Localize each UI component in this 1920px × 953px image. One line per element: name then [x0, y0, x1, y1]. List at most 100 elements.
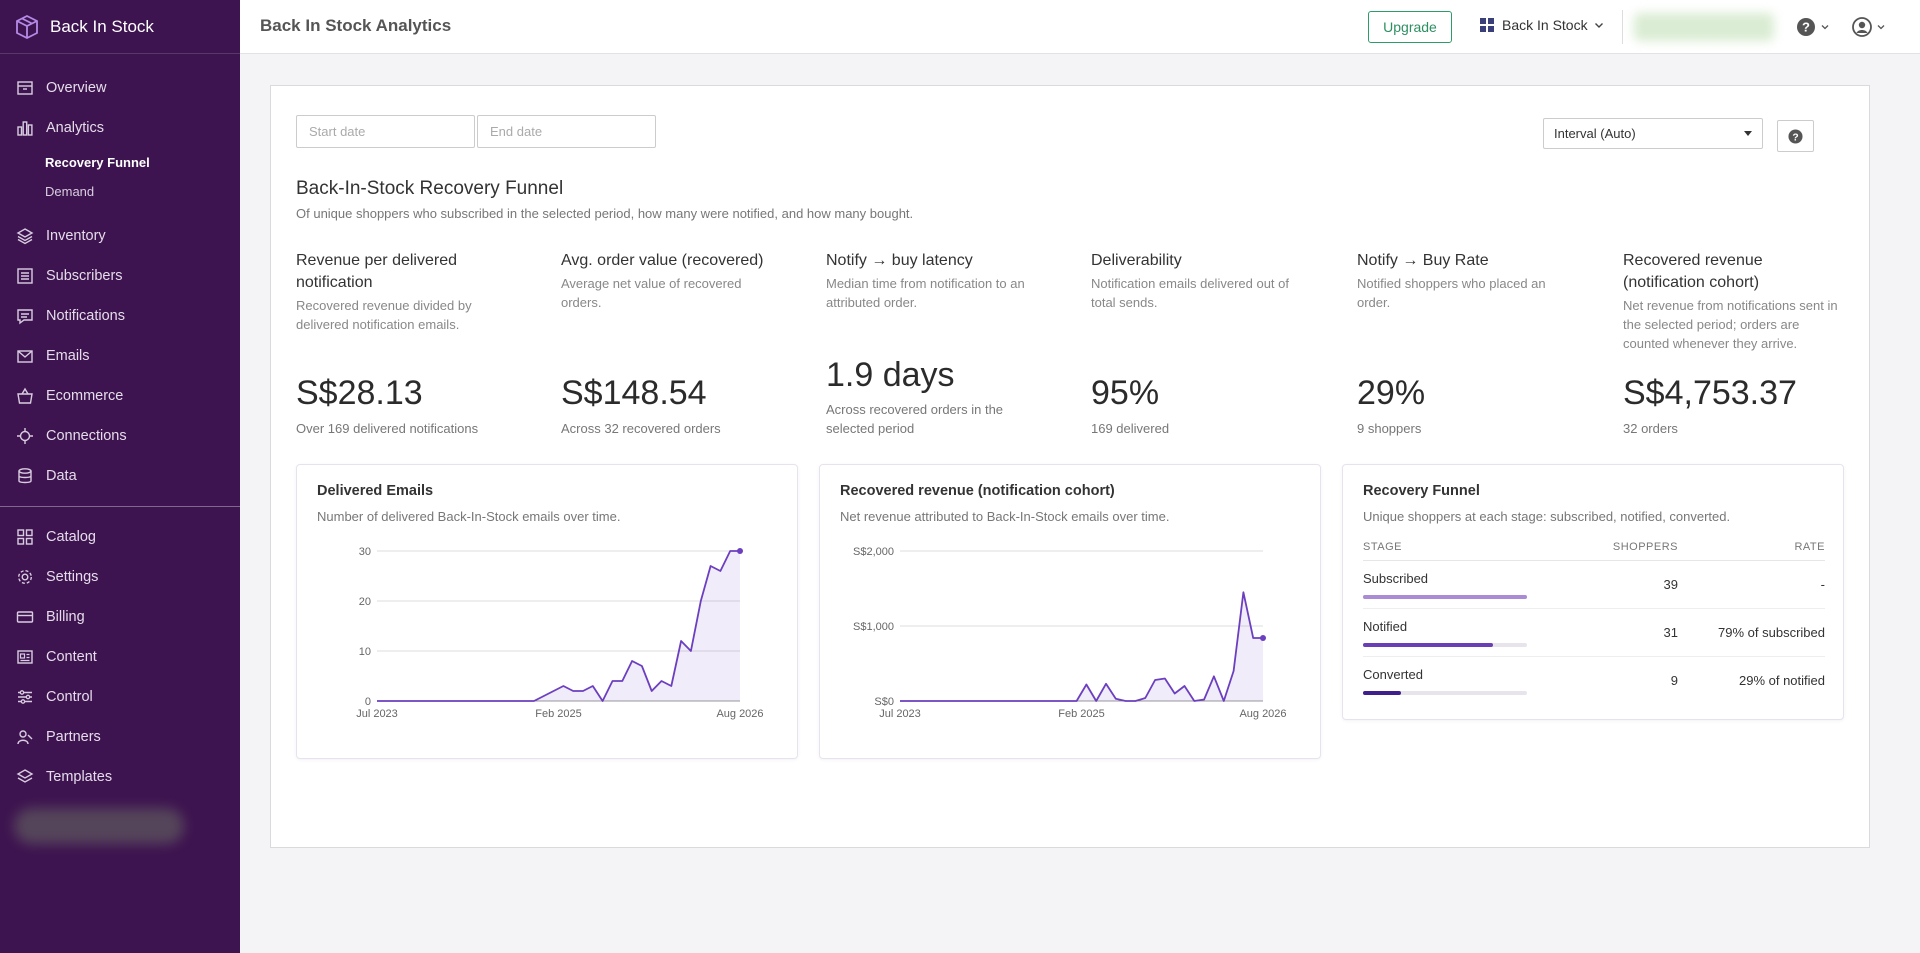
layers-icon: [16, 227, 34, 245]
sidebar-item-inventory[interactable]: Inventory: [0, 216, 240, 256]
chevron-down-icon: [1821, 25, 1829, 30]
sidebar-item-partners[interactable]: Partners: [0, 717, 240, 757]
kpi-description: Notification emails delivered out of tot…: [1091, 276, 1289, 310]
kpi-description: Median time from notification to an attr…: [826, 276, 1025, 310]
y-tick-label: 10: [359, 646, 371, 658]
topbar-divider: [1622, 10, 1623, 44]
sidebar-item-subscribers[interactable]: Subscribers: [0, 256, 240, 296]
section-subtitle: Of unique shoppers who subscribed in the…: [296, 206, 914, 221]
database-icon: [16, 467, 34, 485]
sidebar-item-label: Content: [46, 649, 97, 665]
panel-title: Delivered Emails: [317, 483, 434, 499]
series-line: [900, 591, 1263, 702]
x-tick-label: Jul 2023: [879, 708, 921, 720]
kpi-note: Across 32 recovered orders: [561, 421, 721, 436]
sidebar-divider: [0, 506, 240, 507]
store-selector[interactable]: Back In Stock: [1480, 17, 1606, 33]
funnel-row-converted: Converted 9 29% of notified: [1363, 657, 1825, 705]
inbox-icon: [16, 79, 34, 97]
sidebar-item-label: Settings: [46, 569, 99, 585]
store-selector-label: Back In Stock: [1502, 17, 1588, 33]
y-tick-label: 20: [359, 596, 371, 608]
kpi-description: Net revenue from notifications sent in t…: [1623, 298, 1838, 351]
account-switcher-blurred[interactable]: [14, 808, 184, 844]
recovery-funnel-panel: Recovery Funnel Unique shoppers at each …: [1342, 464, 1844, 720]
section-title: Back-In-Stock Recovery Funnel: [296, 178, 564, 199]
panel-description: Unique shoppers at each stage: subscribe…: [1363, 509, 1731, 524]
sidebar-item-content[interactable]: Content: [0, 637, 240, 677]
user-menu[interactable]: [1852, 17, 1887, 37]
kpi-value: 1.9 days: [826, 356, 955, 394]
funnel-rate: 79% of subscribed: [1718, 625, 1825, 640]
kpi-note: Over 169 delivered notifications: [296, 421, 479, 436]
sidebar-item-emails[interactable]: Emails: [0, 336, 240, 376]
sidebar-subitem-recovery-funnel[interactable]: Recovery Funnel: [45, 155, 150, 170]
apps-grid-icon: [1480, 18, 1494, 32]
sidebar-item-label: Notifications: [46, 308, 125, 324]
caret-down-icon: [1744, 131, 1752, 136]
panel-description: Net revenue attributed to Back-In-Stock …: [840, 509, 1170, 524]
y-tick-label: 0: [365, 696, 371, 708]
kpi-description: Recovered revenue divided by delivered n…: [296, 298, 472, 332]
sidebar-item-billing[interactable]: Billing: [0, 597, 240, 637]
kpi-description: Notified shoppers who placed an order.: [1357, 276, 1546, 310]
grid-icon: [16, 528, 34, 546]
column-header-stage: STAGE: [1363, 541, 1402, 553]
card-icon: [16, 608, 34, 626]
funnel-stage: Notified: [1363, 619, 1408, 634]
sidebar-item-label: Connections: [46, 428, 127, 444]
data-point-last[interactable]: [737, 548, 743, 554]
kpi-value: S$28.13: [296, 374, 423, 412]
kpi-note: 32 orders: [1623, 421, 1678, 436]
sidebar-item-control[interactable]: Control: [0, 677, 240, 717]
kpi-revenue-per-notification: Revenue per delivered notification Recov…: [296, 250, 516, 334]
stack-icon: [16, 768, 34, 786]
chevron-down-icon: [1877, 25, 1885, 30]
sidebar-item-label: Subscribers: [46, 268, 123, 284]
kpi-value: S$148.54: [561, 374, 707, 412]
chevron-down-icon: [1594, 23, 1603, 28]
x-tick-label: Jul 2023: [356, 708, 398, 720]
kpi-note: 169 delivered: [1091, 421, 1170, 436]
funnel-bar-track: [1363, 595, 1527, 599]
help-circle-icon: ?: [1797, 18, 1815, 36]
upgrade-button[interactable]: Upgrade: [1368, 11, 1452, 43]
kpi-notify-buy-latency: Notify → buy latency Median time from no…: [826, 250, 1046, 312]
sidebar-item-label: Control: [46, 689, 93, 705]
page-title: Back In Stock Analytics: [260, 16, 452, 35]
envelope-icon: [16, 347, 34, 365]
sidebar-item-analytics[interactable]: Analytics: [0, 108, 240, 148]
end-date-input[interactable]: [477, 115, 656, 148]
sidebar-subitem-demand[interactable]: Demand: [45, 184, 95, 199]
sidebar-item-templates[interactable]: Templates: [0, 757, 240, 797]
sidebar-item-label: Data: [46, 468, 77, 484]
start-date-input[interactable]: [296, 115, 475, 148]
help-button[interactable]: ?: [1777, 120, 1814, 152]
sidebar-item-notifications[interactable]: Notifications: [0, 296, 240, 336]
sidebar-item-overview[interactable]: Overview: [0, 68, 240, 108]
sidebar-item-connections[interactable]: Connections: [0, 416, 240, 456]
sidebar-item-settings[interactable]: Settings: [0, 557, 240, 597]
brand[interactable]: Back In Stock: [0, 0, 240, 54]
sidebar-item-data[interactable]: Data: [0, 456, 240, 496]
sidebar-item-label: Partners: [46, 729, 101, 745]
data-point-last[interactable]: [1260, 635, 1266, 641]
help-menu[interactable]: ?: [1796, 17, 1831, 37]
sidebar-item-ecommerce[interactable]: Ecommerce: [0, 376, 240, 416]
sidebar-item-label: Analytics: [46, 120, 105, 136]
kpi-value: 95%: [1091, 374, 1160, 412]
column-header-shoppers: SHOPPERS: [1612, 541, 1678, 553]
column-header-rate: RATE: [1794, 541, 1825, 553]
sidebar-item-label: Billing: [46, 609, 85, 625]
account-blurred[interactable]: [1634, 13, 1774, 41]
sidebar-item-catalog[interactable]: Catalog: [0, 517, 240, 557]
funnel-row-notified: Notified 31 79% of subscribed: [1363, 609, 1825, 657]
box-logo-icon: [16, 14, 38, 39]
kpi-title: Deliverability: [1091, 252, 1182, 269]
brand-name: Back In Stock: [50, 16, 154, 36]
funnel-stage: Converted: [1363, 667, 1423, 682]
user-avatar-icon: [1852, 17, 1872, 37]
funnel-stage: Subscribed: [1363, 571, 1429, 586]
list-icon: [16, 267, 34, 285]
interval-select[interactable]: Interval (Auto): [1543, 118, 1763, 149]
